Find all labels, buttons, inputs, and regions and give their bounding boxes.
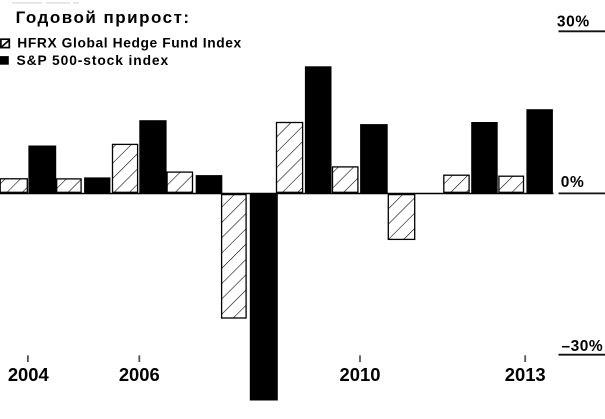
svg-text:–30%: –30% — [562, 338, 604, 355]
svg-text:S&P 500-stock index: S&P 500-stock index — [17, 53, 170, 68]
svg-text:2006: 2006 — [119, 364, 160, 385]
svg-text:2004: 2004 — [8, 364, 50, 385]
svg-text:30%: 30% — [557, 13, 590, 30]
svg-text:2010: 2010 — [340, 364, 381, 385]
svg-text:0%: 0% — [561, 174, 585, 191]
svg-text:Годовой прирост:: Годовой прирост: — [16, 8, 191, 27]
svg-text:HFRX Global Hedge Fund Index: HFRX Global Hedge Fund Index — [17, 35, 242, 50]
svg-text:2013: 2013 — [505, 364, 546, 385]
